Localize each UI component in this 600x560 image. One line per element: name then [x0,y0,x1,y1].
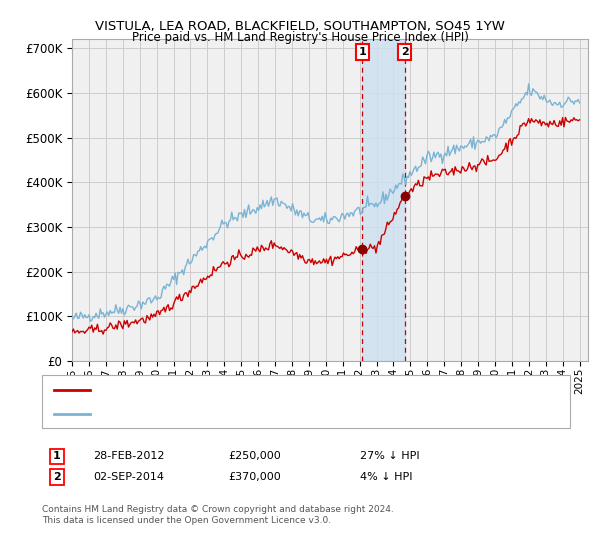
Text: 4% ↓ HPI: 4% ↓ HPI [360,472,413,482]
Text: VISTULA, LEA ROAD, BLACKFIELD, SOUTHAMPTON, SO45 1YW (detached house): VISTULA, LEA ROAD, BLACKFIELD, SOUTHAMPT… [96,385,535,395]
Text: 27% ↓ HPI: 27% ↓ HPI [360,451,419,461]
Text: £370,000: £370,000 [228,472,281,482]
Text: £250,000: £250,000 [228,451,281,461]
Text: HPI: Average price, detached house, New Forest: HPI: Average price, detached house, New … [96,408,359,418]
Text: 28-FEB-2012: 28-FEB-2012 [93,451,164,461]
Text: 02-SEP-2014: 02-SEP-2014 [93,472,164,482]
Text: VISTULA, LEA ROAD, BLACKFIELD, SOUTHAMPTON, SO45 1YW: VISTULA, LEA ROAD, BLACKFIELD, SOUTHAMPT… [95,20,505,32]
Text: Contains HM Land Registry data © Crown copyright and database right 2024.
This d: Contains HM Land Registry data © Crown c… [42,505,394,525]
Text: 1: 1 [358,47,366,57]
Text: 2: 2 [401,47,409,57]
Text: Price paid vs. HM Land Registry's House Price Index (HPI): Price paid vs. HM Land Registry's House … [131,31,469,44]
Bar [362,39,405,361]
Text: 1: 1 [53,451,61,461]
Text: 2: 2 [53,472,61,482]
